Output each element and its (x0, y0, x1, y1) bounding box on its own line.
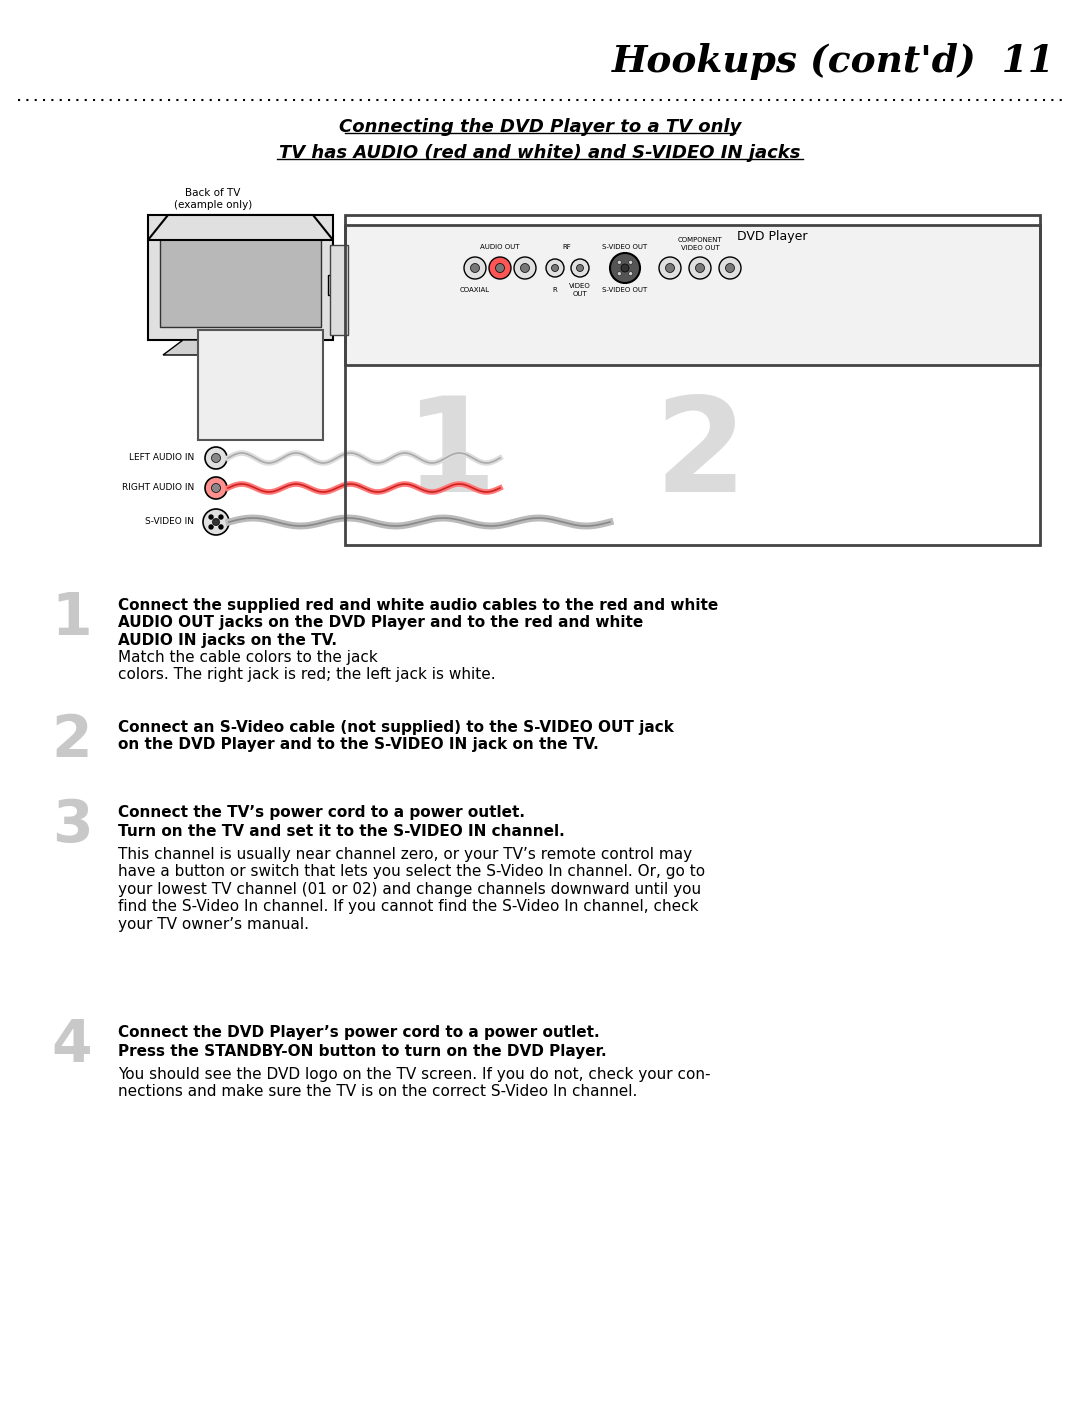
Circle shape (521, 264, 529, 272)
Text: COMPONENT
VIDEO OUT: COMPONENT VIDEO OUT (677, 237, 723, 251)
Text: Connect the supplied red and white audio cables to the red and white
AUDIO OUT j: Connect the supplied red and white audio… (118, 599, 718, 648)
Polygon shape (163, 341, 318, 355)
Text: RIGHT AUDIO IN: RIGHT AUDIO IN (122, 484, 194, 492)
Text: Connect the TV’s power cord to a power outlet.: Connect the TV’s power cord to a power o… (118, 805, 525, 820)
Circle shape (659, 257, 681, 279)
Circle shape (489, 257, 511, 279)
Polygon shape (148, 215, 333, 240)
Circle shape (726, 264, 734, 272)
Circle shape (205, 447, 227, 470)
Circle shape (219, 515, 222, 519)
Circle shape (629, 261, 633, 265)
Circle shape (212, 453, 220, 463)
FancyBboxPatch shape (160, 229, 321, 327)
Circle shape (629, 272, 633, 276)
FancyBboxPatch shape (345, 224, 1040, 365)
Text: Turn on the TV and set it to the S-VIDEO IN channel.: Turn on the TV and set it to the S-VIDEO… (118, 824, 565, 838)
Text: Connecting the DVD Player to a TV only: Connecting the DVD Player to a TV only (339, 118, 741, 136)
Circle shape (618, 261, 621, 265)
Text: VIDEO
OUT: VIDEO OUT (569, 283, 591, 296)
Circle shape (719, 257, 741, 279)
Text: S-VIDEO OUT: S-VIDEO OUT (603, 244, 648, 250)
Text: This channel is usually near channel zero, or your TV’s remote control may
have : This channel is usually near channel zer… (118, 847, 705, 931)
Circle shape (464, 257, 486, 279)
Text: 4: 4 (52, 1016, 92, 1074)
Text: S-VIDEO OUT: S-VIDEO OUT (603, 287, 648, 293)
Circle shape (203, 509, 229, 536)
Text: RF: RF (563, 244, 571, 250)
Circle shape (213, 519, 219, 526)
Text: You should see the DVD logo on the TV screen. If you do not, check your con-
nec: You should see the DVD logo on the TV sc… (118, 1067, 711, 1099)
Circle shape (212, 484, 220, 492)
Text: TV has AUDIO (red and white) and S-VIDEO IN jacks: TV has AUDIO (red and white) and S-VIDEO… (280, 144, 800, 163)
Text: 3: 3 (52, 796, 92, 854)
Text: Hookups (cont'd)  11: Hookups (cont'd) 11 (612, 43, 1055, 80)
Text: AUDIO OUT: AUDIO OUT (481, 244, 519, 250)
Text: DVD Player: DVD Player (738, 230, 808, 243)
Circle shape (577, 265, 583, 272)
Circle shape (219, 524, 222, 529)
Text: S-VIDEO IN: S-VIDEO IN (145, 517, 194, 527)
Text: 1: 1 (52, 590, 92, 646)
Text: 2: 2 (654, 391, 746, 519)
Text: Connect the DVD Player’s power cord to a power outlet.: Connect the DVD Player’s power cord to a… (118, 1025, 599, 1040)
Circle shape (496, 264, 504, 272)
Text: R: R (553, 287, 557, 293)
FancyBboxPatch shape (198, 329, 323, 440)
Text: Back of TV
(example only): Back of TV (example only) (174, 188, 252, 210)
Text: 1: 1 (404, 391, 496, 519)
Circle shape (621, 264, 629, 272)
Circle shape (696, 264, 704, 272)
Circle shape (210, 515, 213, 519)
Circle shape (610, 252, 640, 283)
Circle shape (514, 257, 536, 279)
Circle shape (689, 257, 711, 279)
Text: COAXIAL: COAXIAL (460, 287, 490, 293)
FancyBboxPatch shape (148, 215, 333, 341)
Circle shape (571, 259, 589, 278)
FancyBboxPatch shape (330, 245, 348, 335)
Text: 2: 2 (52, 712, 92, 770)
Circle shape (205, 477, 227, 499)
Circle shape (471, 264, 480, 272)
Text: LEFT AUDIO IN: LEFT AUDIO IN (129, 453, 194, 463)
Text: Connect an S-Video cable (not supplied) to the S-VIDEO OUT jack
on the DVD Playe: Connect an S-Video cable (not supplied) … (118, 721, 674, 753)
Circle shape (665, 264, 675, 272)
Text: Match the cable colors to the jack
colors. The right jack is red; the left jack : Match the cable colors to the jack color… (118, 651, 496, 683)
Circle shape (618, 272, 621, 276)
Circle shape (546, 259, 564, 278)
Text: Press the STANDBY-ON button to turn on the DVD Player.: Press the STANDBY-ON button to turn on t… (118, 1044, 607, 1059)
Circle shape (210, 524, 213, 529)
FancyBboxPatch shape (328, 275, 340, 294)
Circle shape (552, 265, 558, 272)
